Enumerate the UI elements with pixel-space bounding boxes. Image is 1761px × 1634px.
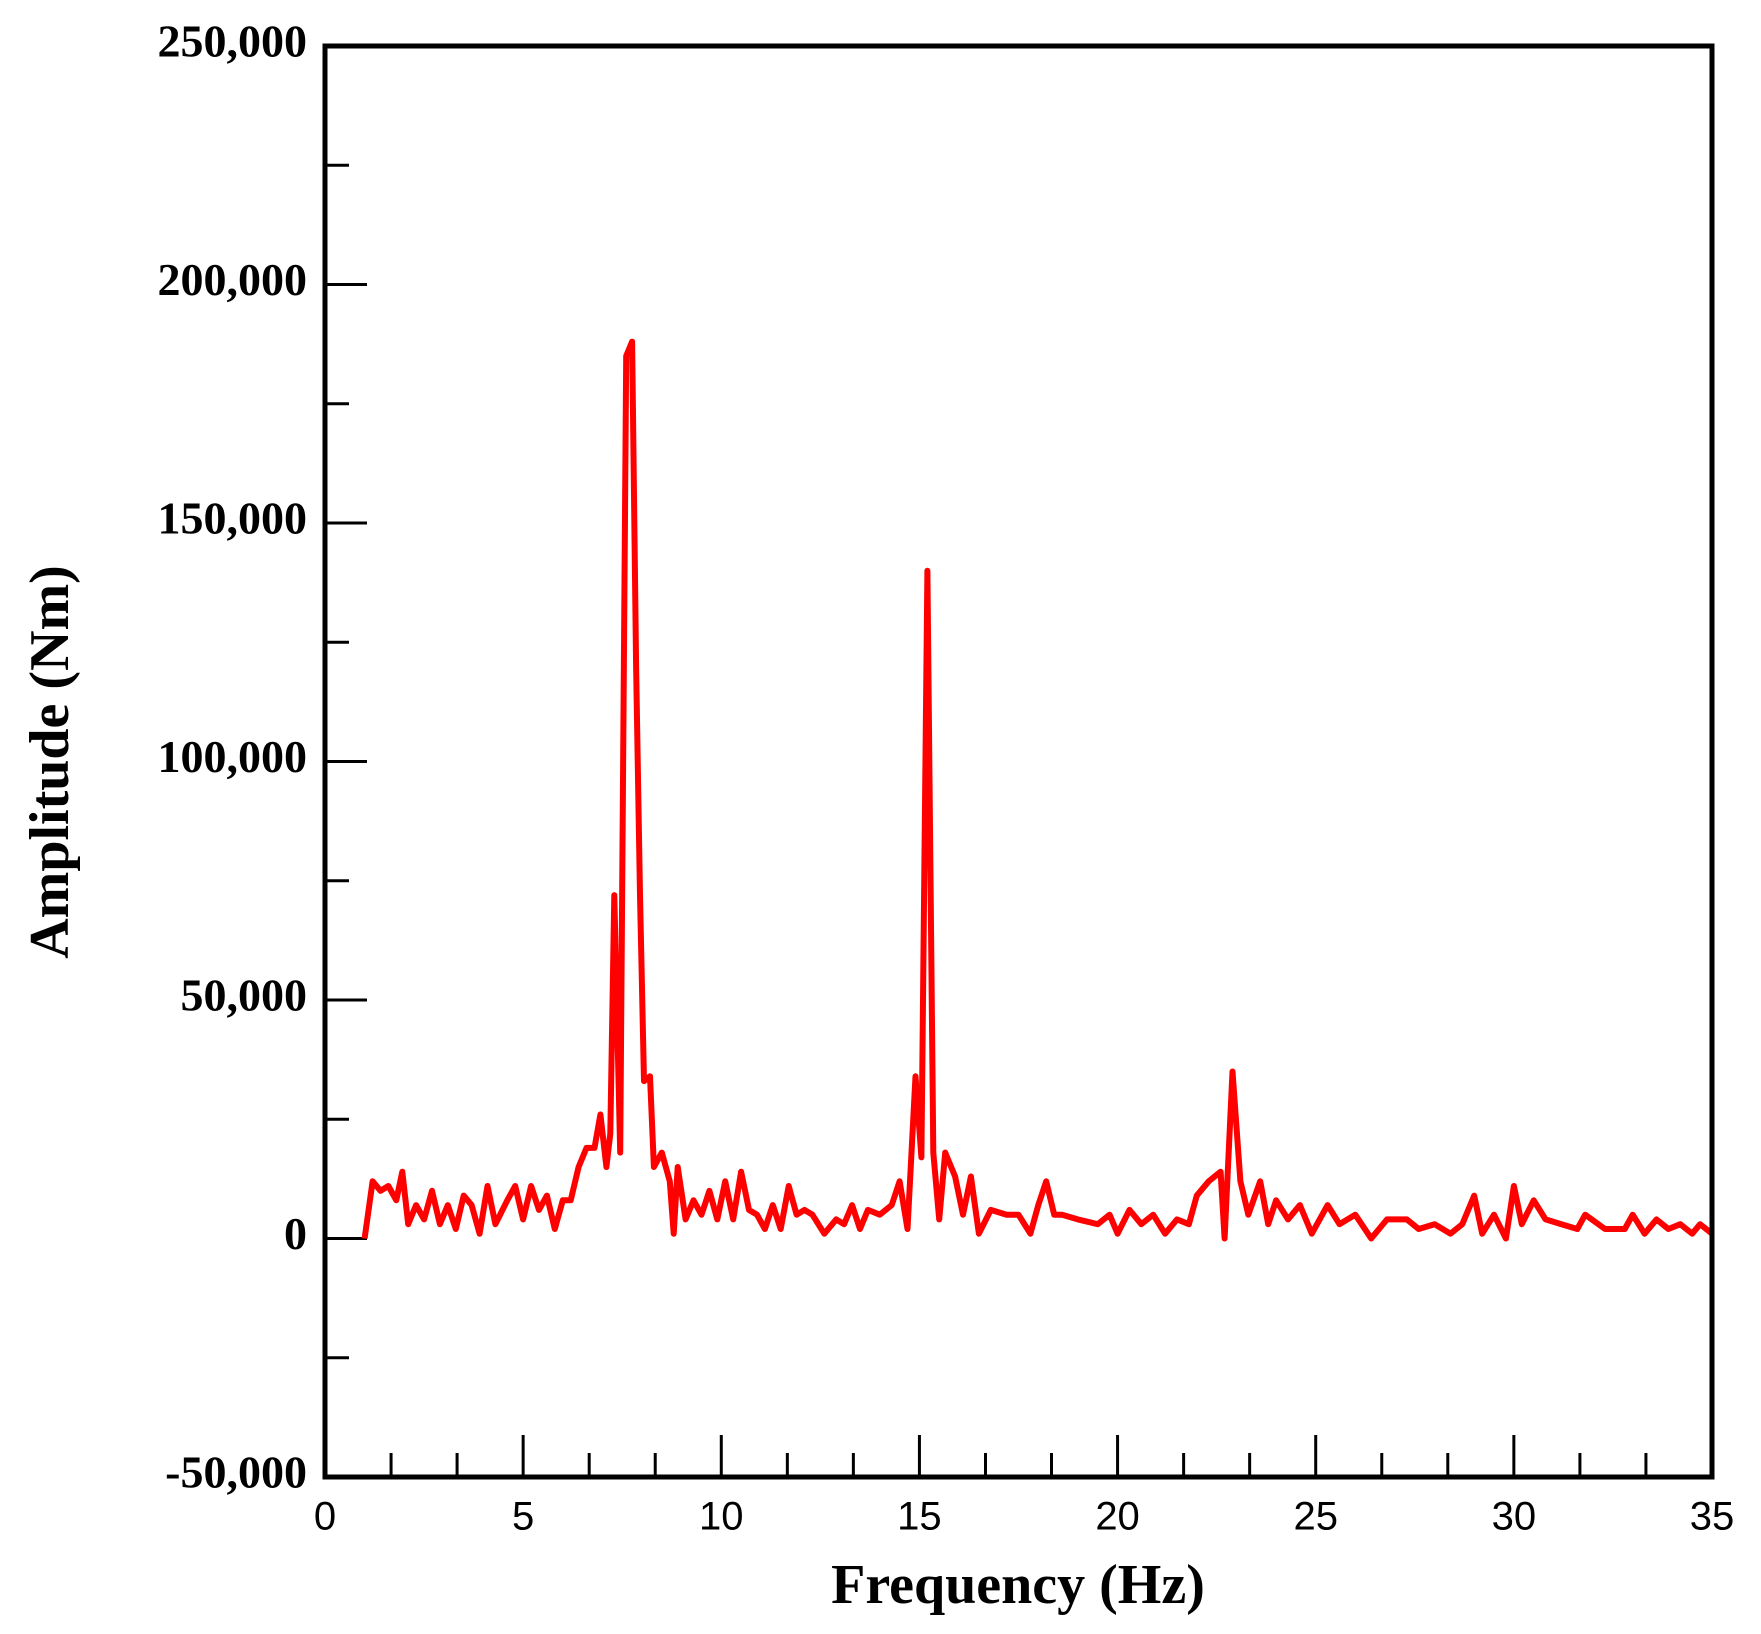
y-tick-label: 200,000 [158, 254, 308, 305]
x-tick-label: 30 [1492, 1495, 1537, 1539]
y-tick-label: -50,000 [165, 1447, 307, 1498]
x-tick-label: 10 [699, 1495, 744, 1539]
plot-frame [322, 43, 1715, 1480]
y-tick-label: 50,000 [181, 970, 308, 1021]
y-tick-label: 100,000 [158, 731, 308, 782]
x-tick-label: 0 [314, 1495, 336, 1539]
x-tick-label: 5 [512, 1495, 534, 1539]
y-tick-label: 250,000 [158, 16, 308, 67]
x-tick-label: 35 [1690, 1495, 1735, 1539]
data-line [361, 338, 1714, 1242]
x-tick-label: 15 [897, 1495, 942, 1539]
y-tick-label: 150,000 [158, 493, 308, 544]
y-axis-label: Amplitude (Nm) [19, 565, 81, 959]
x-axis-label: Frequency (Hz) [831, 1554, 1205, 1616]
x-tick-label: 20 [1095, 1495, 1140, 1539]
y-tick-label: 0 [284, 1208, 307, 1259]
x-tick-label: 25 [1293, 1495, 1338, 1539]
